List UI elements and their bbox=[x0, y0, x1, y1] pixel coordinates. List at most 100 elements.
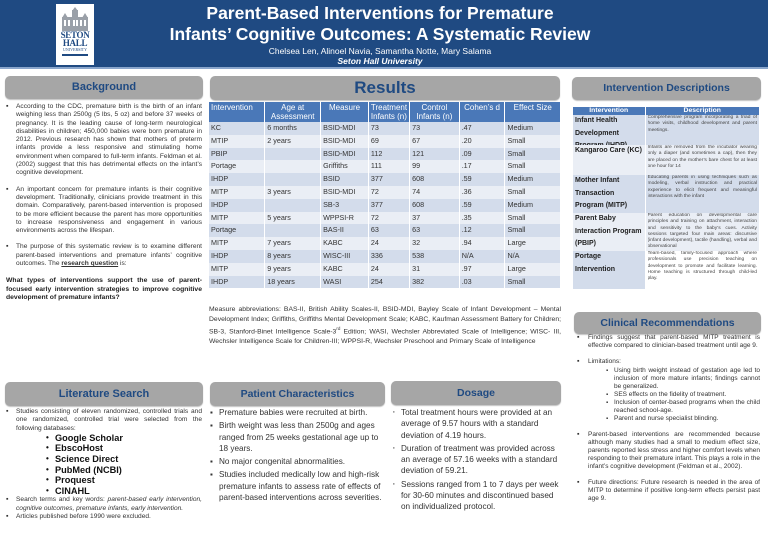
cell-measure: BAS-II bbox=[320, 224, 369, 238]
cell-measure: KABC bbox=[320, 237, 369, 250]
cell-measure: WPPSI-R bbox=[320, 211, 369, 225]
cell-age bbox=[264, 147, 322, 161]
patient-heading: Patient Characteristics bbox=[210, 382, 385, 406]
literature-intro: Studies consisting of eleven randomized,… bbox=[6, 408, 202, 433]
desc-text-content: Parent education on developmental care p… bbox=[647, 213, 758, 250]
cell-treatment-n: 24 bbox=[368, 262, 411, 276]
desc-text-content: Educating parents in using techniques su… bbox=[647, 175, 758, 199]
affiliation: Seton Hall University bbox=[337, 56, 423, 66]
results-row: KC 6 months BSID-MDI 73 73.47 Medium bbox=[209, 122, 561, 135]
results-row: PBIP BSID-MDI 112 121.09 Small bbox=[209, 147, 561, 161]
desc-text: Infants are removed from the incubator w… bbox=[645, 145, 760, 175]
results-row: MTIP 2 years BSID-MDI 69 67.20 Small bbox=[209, 134, 561, 148]
col-effect-size: Effect Size bbox=[504, 102, 561, 122]
cell-intervention: MITP bbox=[209, 211, 266, 225]
dosage-bullet: Total treatment hours were provided at a… bbox=[392, 407, 564, 441]
desc-header-row: Intervention Description bbox=[573, 107, 760, 115]
cell-measure: BSID-MDI bbox=[320, 185, 369, 199]
cell-cohens-d: .47 bbox=[459, 122, 506, 135]
cell-measure: WISC-III bbox=[320, 249, 369, 263]
limitation-item: Using birth weight instead of gestation … bbox=[606, 367, 760, 391]
patient-bullet: Studies included medically low and high-… bbox=[210, 469, 388, 503]
cell-treatment-n: 24 bbox=[368, 237, 411, 250]
literature-section: Studies consisting of eleven randomized,… bbox=[6, 408, 202, 522]
logo-line2: HALL bbox=[62, 38, 88, 48]
abbrev-sup: rd bbox=[336, 326, 341, 331]
cell-age: 9 years bbox=[264, 262, 322, 276]
col-control: Control Infants (n) bbox=[409, 102, 460, 122]
cell-intervention: MTIP bbox=[209, 134, 266, 148]
cell-cohens-d: .59 bbox=[459, 198, 506, 212]
poster-title-line1: Parent-Based Interventions for Premature bbox=[206, 3, 554, 23]
results-row: IHDP SB-3 377 608.59 Medium bbox=[209, 198, 561, 212]
cell-age: 6 months bbox=[264, 122, 322, 135]
cell-cohens-d: .17 bbox=[459, 160, 506, 174]
desc-name-text: Mother Infant Transaction Program (MITP) bbox=[575, 177, 628, 209]
cell-cohens-d: .12 bbox=[459, 224, 506, 238]
cell-control-n: 538 bbox=[409, 249, 460, 263]
limitations-label: Limitations: bbox=[588, 358, 621, 365]
cell-cohens-d: .97 bbox=[459, 262, 506, 276]
cell-effect-size: Small bbox=[504, 147, 561, 161]
desc-text: Educating parents in using techniques su… bbox=[645, 175, 760, 213]
results-row: MITP 7 years KABC 24 32.94 Large bbox=[209, 237, 561, 250]
cell-intervention: Portage bbox=[209, 224, 266, 238]
exclusion-criteria: Articles published before 1990 were excl… bbox=[6, 513, 202, 522]
background-bullet: According to the CDC, premature birth is… bbox=[6, 103, 202, 178]
intervention-descriptions-heading: Intervention Descriptions bbox=[572, 77, 761, 100]
desc-text-content: Comprehensive program incorporating a tr… bbox=[647, 115, 758, 133]
abbrev-text-2: Edition; WASI, Wechsler Abbreviated Scal… bbox=[209, 328, 561, 345]
background-bullet: The purpose of this systematic review is… bbox=[6, 243, 202, 268]
desc-text-content: Infants are removed from the incubator w… bbox=[647, 145, 758, 169]
desc-row-pbip: Parent Baby Interaction Program (PBIP) P… bbox=[573, 213, 760, 251]
patient-bullet: Premature babies were recruited at birth… bbox=[210, 407, 388, 419]
cell-cohens-d: .36 bbox=[459, 185, 506, 199]
dosage-section: Total treatment hours were provided at a… bbox=[392, 407, 564, 515]
cell-age: 3 years bbox=[264, 185, 322, 199]
cell-treatment-n: 63 bbox=[368, 224, 411, 238]
results-row: MITP 5 years WPPSI-R 72 37.35 Small bbox=[209, 211, 561, 225]
cell-treatment-n: 336 bbox=[368, 249, 411, 263]
database-item: Proquest bbox=[46, 475, 202, 486]
cell-control-n: 99 bbox=[409, 160, 460, 174]
cell-effect-size: Small bbox=[504, 160, 561, 174]
desc-text: Team-based, family-focused approach wher… bbox=[645, 251, 760, 289]
desc-row-portage: Portage Intervention Team-based, family-… bbox=[573, 251, 760, 289]
cell-effect-size: Small bbox=[504, 134, 561, 148]
cell-measure: BSID bbox=[320, 173, 369, 186]
cell-age: 5 years bbox=[264, 211, 322, 225]
results-row: MITP 9 years KABC 24 31.97 Large bbox=[209, 262, 561, 276]
cell-control-n: 37 bbox=[409, 211, 460, 225]
cell-intervention: IHDP bbox=[209, 249, 266, 263]
cell-age: 18 years bbox=[264, 275, 322, 289]
search-terms-label: Search terms and key words: bbox=[16, 496, 108, 504]
cell-effect-size: Medium bbox=[504, 122, 561, 135]
desc-text: Comprehensive program incorporating a tr… bbox=[645, 115, 760, 145]
future-directions: Future directions: Future research is ne… bbox=[577, 479, 760, 503]
purpose-text: The purpose of this systematic review is… bbox=[16, 243, 202, 268]
desc-row-mitp: Mother Infant Transaction Program (MITP)… bbox=[573, 175, 760, 213]
col-cohens-d: Cohen’s d bbox=[459, 102, 506, 122]
search-terms-value: parent-based early intervention, cogniti… bbox=[16, 496, 202, 512]
cell-effect-size: Small bbox=[504, 185, 561, 199]
cell-intervention: IHDP bbox=[209, 198, 266, 212]
desc-name: Portage Intervention bbox=[573, 251, 646, 289]
clinical-limitations: Limitations: Using birth weight instead … bbox=[577, 358, 760, 423]
results-table: Intervention Age at Assessment Measure T… bbox=[209, 102, 561, 289]
cell-age bbox=[264, 224, 322, 238]
cell-intervention: MITP bbox=[209, 237, 266, 250]
desc-row-kc: Kangaroo Care (KC) Infants are removed f… bbox=[573, 145, 760, 175]
col-intervention: Intervention bbox=[209, 102, 266, 122]
dosage-bullet: Duration of treatment was provided acros… bbox=[392, 443, 564, 477]
cell-cohens-d: .94 bbox=[459, 237, 506, 250]
cell-measure: SB-3 bbox=[320, 198, 369, 212]
research-question-label: research question bbox=[61, 260, 119, 268]
cell-effect-size: Large bbox=[504, 262, 561, 276]
col-treatment: Treatment Infants (n) bbox=[368, 102, 411, 122]
limitation-item: SES effects on the fidelity of treatment… bbox=[606, 391, 760, 399]
cell-control-n: 31 bbox=[409, 262, 460, 276]
desc-name-text: Portage Intervention bbox=[575, 253, 616, 273]
desc-name: Kangaroo Care (KC) bbox=[573, 145, 646, 175]
poster-header: SETON HALL UNIVERSITY Parent-Based Inter… bbox=[0, 0, 768, 69]
cell-intervention: MITP bbox=[209, 185, 266, 199]
